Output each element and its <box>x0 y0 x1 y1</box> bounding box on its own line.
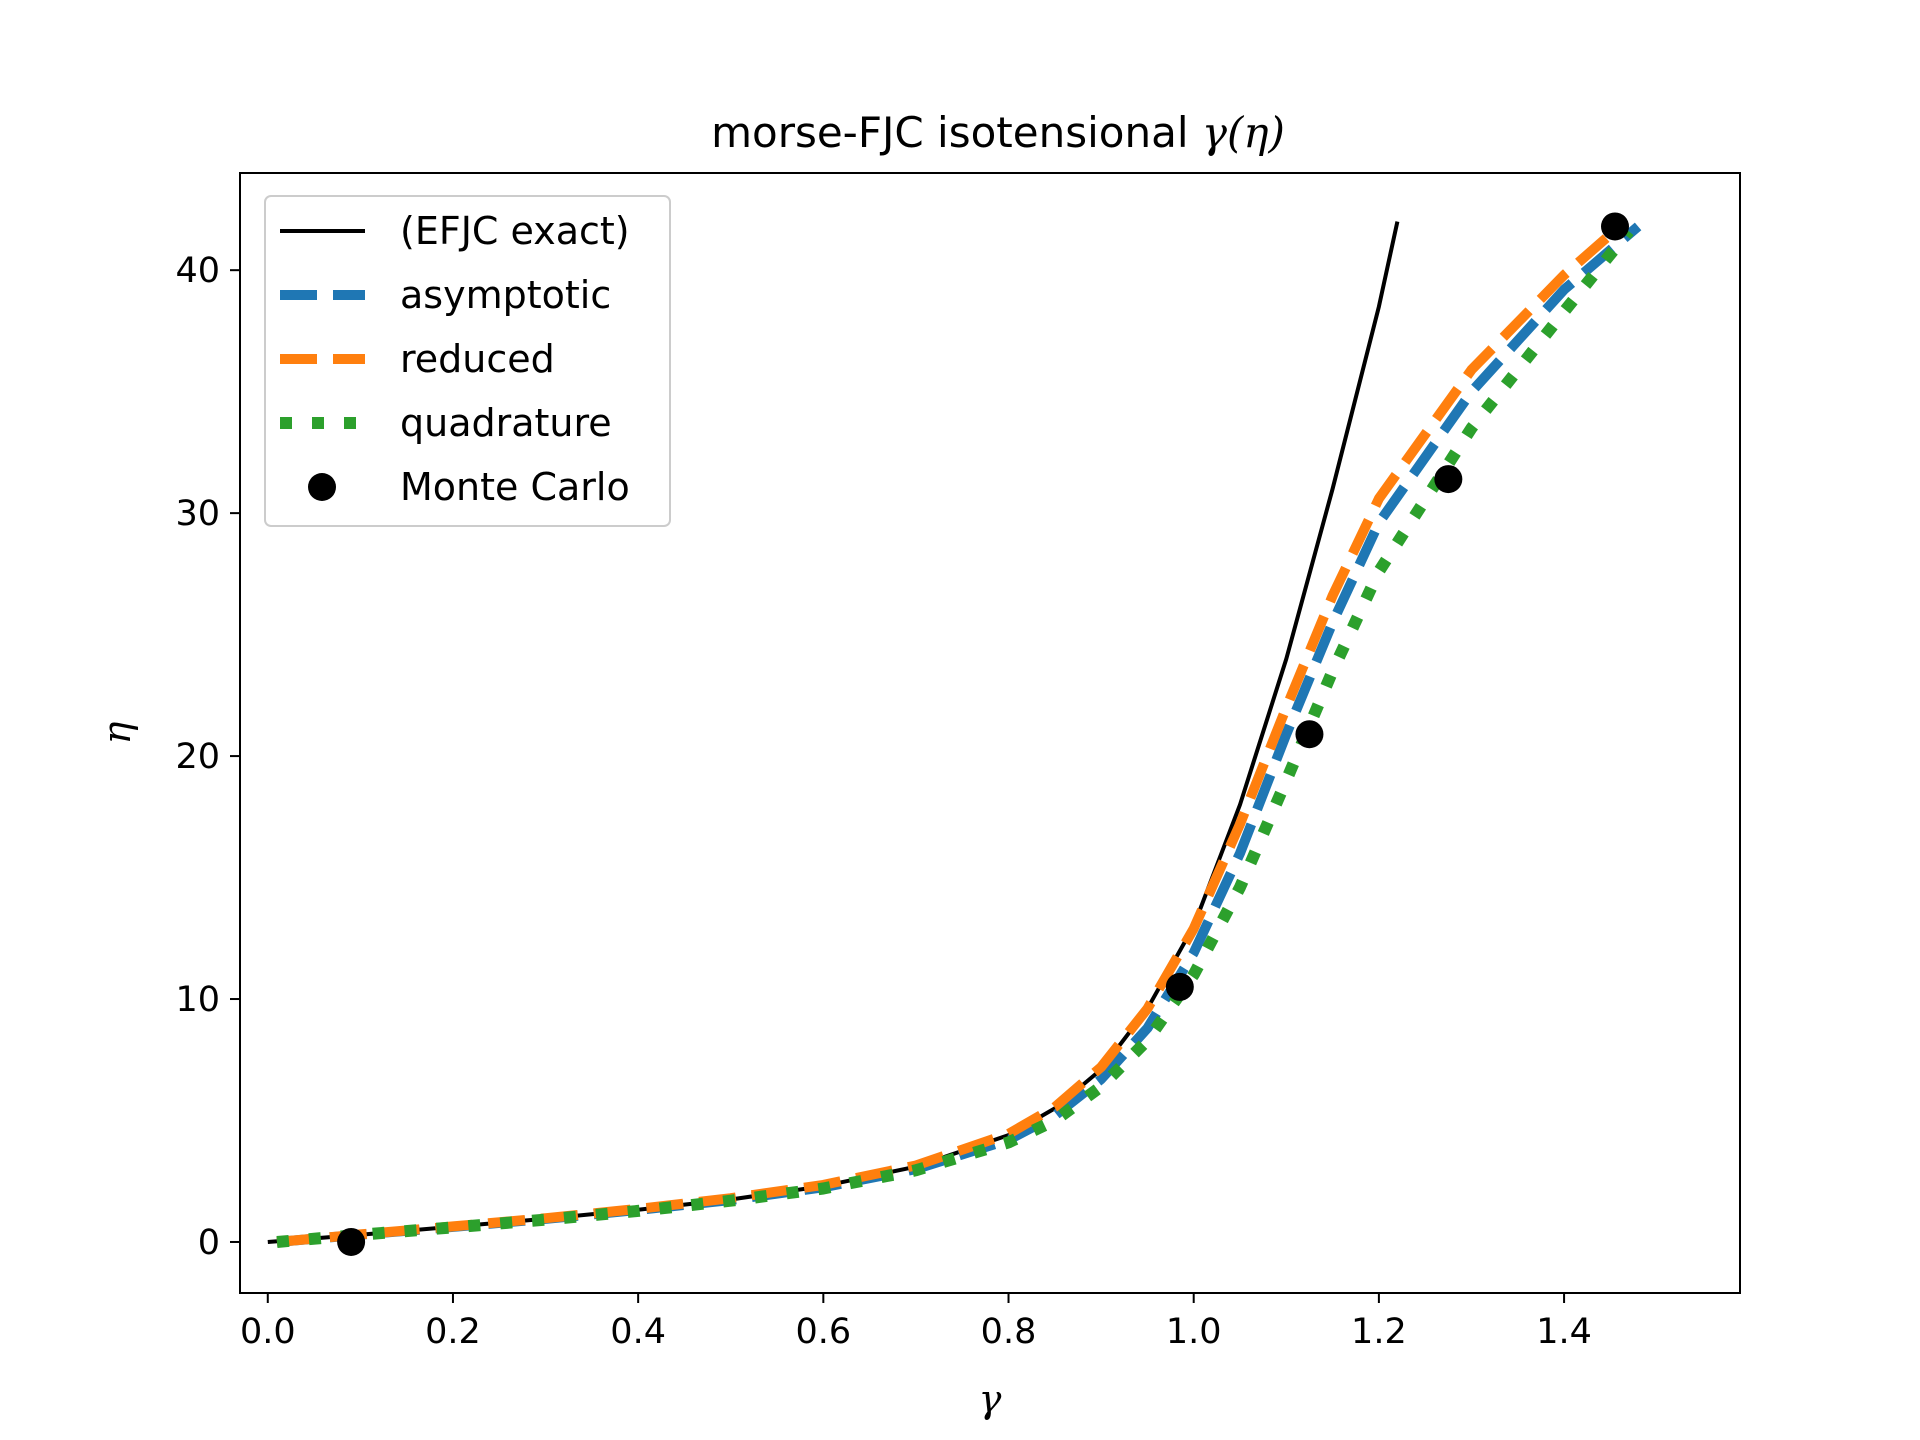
series-line-2 <box>276 222 1623 1247</box>
y-tick-label-0: 0 <box>198 1223 220 1263</box>
legend-box <box>264 195 671 527</box>
monte-carlo-point-2 <box>1295 720 1324 749</box>
x-tick-label-0: 0.0 <box>240 1312 296 1352</box>
legend-label-2: reduced <box>400 337 555 381</box>
y-tick-label-1: 10 <box>175 980 220 1020</box>
y-tick-label-4: 40 <box>175 251 220 291</box>
chart-title: morse-FJC isotensional γ(η) <box>711 108 1285 157</box>
x-tick-label-4: 0.8 <box>981 1312 1037 1352</box>
monte-carlo-point-4 <box>1601 212 1629 241</box>
x-tick-label-6: 1.2 <box>1351 1312 1407 1352</box>
y-axis-label: η <box>95 721 139 744</box>
x-tick-label-2: 0.4 <box>610 1312 666 1352</box>
x-tick-label-1: 0.2 <box>425 1312 481 1352</box>
legend-label-0: (EFJC exact) <box>400 209 630 253</box>
x-tick-label-3: 0.6 <box>795 1312 851 1352</box>
x-tick-label-5: 1.0 <box>1166 1312 1222 1352</box>
legend-label-4: Monte Carlo <box>400 465 630 509</box>
legend-label-3: quadrature <box>400 401 612 445</box>
monte-carlo-point-1 <box>1165 972 1194 1001</box>
y-tick-label-3: 30 <box>175 494 220 534</box>
x-axis-label: γ <box>979 1377 1002 1421</box>
monte-carlo-point-0 <box>337 1227 366 1256</box>
legend: (EFJC exact) asymptotic reduced quadrature M… <box>264 195 671 527</box>
legend-marker-4 <box>308 473 336 501</box>
chart-title-text: morse-FJC isotensional <box>711 108 1202 157</box>
x-tick-label-7: 1.4 <box>1536 1312 1592 1352</box>
y-tick-label-2: 20 <box>175 737 220 777</box>
plot-frame <box>239 172 1741 1294</box>
chart-title-math: γ(η) <box>1202 108 1285 157</box>
monte-carlo-point-3 <box>1434 465 1463 494</box>
legend-label-1: asymptotic <box>400 273 611 317</box>
axis-ticks: 0.0 0.2 0.4 0.6 0.8 1.0 1.2 1.4 0 10 20 30 40 <box>175 251 1591 1352</box>
plot-area <box>267 212 1642 1256</box>
